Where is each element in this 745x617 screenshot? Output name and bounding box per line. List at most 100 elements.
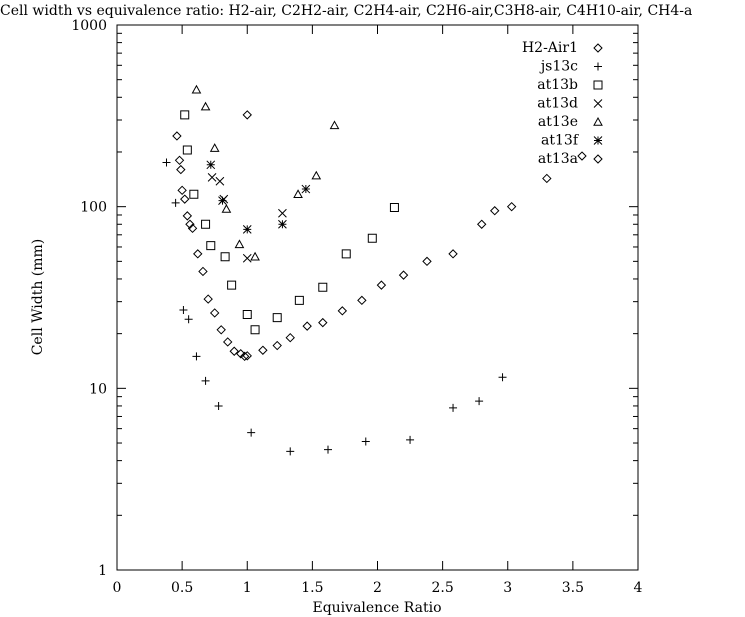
data-point <box>293 189 303 198</box>
data-point <box>176 164 186 175</box>
data-point <box>201 376 210 385</box>
axis-ticks <box>116 24 639 571</box>
series-at13d <box>207 172 287 263</box>
data-point <box>506 201 517 212</box>
data-point <box>227 280 237 290</box>
x-tick-label: 2 <box>373 580 382 596</box>
data-point <box>367 233 377 243</box>
x-tick-label: 0.5 <box>171 580 193 596</box>
data-point <box>318 282 328 292</box>
legend-marker <box>593 116 603 126</box>
series-h2-air1 <box>172 131 552 362</box>
data-point <box>198 266 208 277</box>
data-point <box>242 110 252 120</box>
data-point <box>301 184 311 194</box>
legend-label: at13b <box>537 77 578 93</box>
data-point <box>203 294 213 304</box>
data-point <box>337 306 348 316</box>
legend-label: H2-Air1 <box>522 40 578 56</box>
y-tick-label: 1000 <box>71 18 107 34</box>
data-point <box>242 351 252 361</box>
data-point <box>234 239 245 249</box>
legend-label: at13a <box>538 151 578 167</box>
data-point <box>542 173 552 184</box>
data-point <box>221 204 232 213</box>
data-point <box>242 225 252 234</box>
data-point <box>220 252 230 262</box>
data-point <box>475 397 484 406</box>
series-at13f <box>206 160 311 234</box>
data-point <box>329 120 340 130</box>
legend-marker <box>594 62 602 71</box>
data-point <box>180 194 190 204</box>
data-point <box>286 447 295 456</box>
data-point <box>184 315 193 324</box>
x-tick-label: 3.5 <box>562 580 584 596</box>
legend-marker <box>593 80 603 90</box>
data-point <box>185 219 195 229</box>
data-point <box>448 249 458 259</box>
legend-label: at13e <box>538 114 578 130</box>
data-point <box>302 321 312 331</box>
data-point <box>172 131 182 141</box>
data-point <box>577 151 587 161</box>
y-tick-label: 10 <box>89 381 107 397</box>
data-point <box>498 373 507 382</box>
data-point <box>318 317 328 328</box>
legend-label: at13f <box>541 133 580 149</box>
data-point <box>278 219 287 229</box>
data-point <box>285 332 295 343</box>
data-point <box>357 295 367 306</box>
data-point <box>218 196 227 205</box>
x-tick-label: 4 <box>634 580 643 596</box>
data-point <box>182 145 192 155</box>
data-point <box>247 428 256 437</box>
data-point <box>191 84 202 94</box>
data-point <box>242 253 252 263</box>
axis-tick-labels: 0 0.5 1 1.5 2 2.5 3 3.5 4 1 10 100 1000 <box>71 18 642 596</box>
data-point <box>229 346 239 356</box>
x-tick-label: 2.5 <box>431 580 453 596</box>
data-point <box>406 435 415 444</box>
data-point <box>324 445 333 454</box>
data-point <box>341 249 351 259</box>
data-point <box>162 158 171 167</box>
data-point <box>476 219 487 229</box>
legend-marker <box>593 43 603 53</box>
legend-marker <box>593 99 603 108</box>
data-point <box>272 340 282 351</box>
y-tick-label: 100 <box>80 200 107 216</box>
data-series <box>162 84 587 456</box>
x-tick-label: 1 <box>243 580 252 596</box>
data-point <box>398 270 409 280</box>
data-point <box>182 211 193 221</box>
data-point <box>187 223 198 234</box>
data-point <box>214 401 223 410</box>
series-at13a <box>242 110 587 161</box>
data-point <box>193 249 203 259</box>
x-tick-label: 1.5 <box>301 580 323 596</box>
data-point <box>236 349 246 359</box>
data-point <box>449 403 458 412</box>
data-point <box>209 143 220 152</box>
series-at13b <box>180 110 399 335</box>
data-point <box>278 208 287 218</box>
data-point <box>206 160 216 170</box>
data-point <box>180 110 190 120</box>
data-point <box>294 295 304 305</box>
data-point <box>209 308 220 318</box>
data-point <box>422 256 432 267</box>
x-tick-label: 3 <box>503 580 512 596</box>
data-point <box>258 345 268 355</box>
data-point <box>206 241 216 251</box>
data-point <box>490 206 500 216</box>
data-point <box>242 309 252 319</box>
legend-label: js13c <box>539 59 578 75</box>
data-point <box>189 189 199 199</box>
data-point <box>250 251 260 261</box>
data-point <box>171 198 180 207</box>
data-point <box>201 219 211 229</box>
data-point <box>215 176 225 186</box>
legend: H2-Air1 js13c at13b at13d at13e at13f at13a <box>522 40 603 167</box>
